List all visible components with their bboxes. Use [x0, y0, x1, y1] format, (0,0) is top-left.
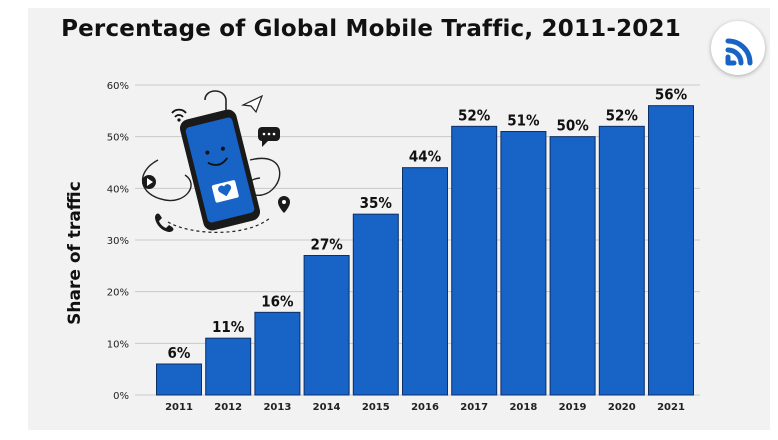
- data-label: 11%: [212, 318, 245, 336]
- y-tick-label: 50%: [107, 133, 129, 144]
- y-tick-label: 40%: [107, 184, 129, 195]
- data-label: 16%: [261, 292, 294, 310]
- data-label: 56%: [655, 86, 688, 104]
- data-label: 51%: [507, 112, 540, 130]
- x-tick-labels: 2011 2012 2013 2014 2015 2016 2017 2018 2019 2020…: [165, 402, 685, 413]
- data-labels: 6% 11% 16% 27% 35% 44% 52% 51% 50% 52% 56%: [168, 86, 688, 362]
- smartphone-illustration: [141, 90, 290, 233]
- x-tick-label: 2013: [263, 402, 291, 413]
- chart-panel: [28, 8, 770, 430]
- bar: [254, 311, 301, 396]
- x-tick-label: 2011: [165, 402, 193, 413]
- wifi-signal-icon: [711, 21, 765, 75]
- data-label: 44%: [409, 148, 442, 166]
- data-label: 50%: [556, 117, 589, 135]
- y-tick-label: 60%: [107, 81, 129, 92]
- x-tick-label: 2017: [460, 402, 488, 413]
- y-tick-label: 30%: [107, 236, 129, 247]
- x-tick-label: 2015: [362, 402, 390, 413]
- x-tick-label: 2016: [411, 402, 439, 413]
- chart-title: Percentage of Global Mobile Traffic, 201…: [61, 16, 681, 42]
- x-tick-label: 2020: [608, 402, 636, 413]
- bar: [598, 125, 645, 396]
- bars: [156, 105, 694, 396]
- y-tick-labels: 0% 10% 20% 30% 40% 50% 60%: [107, 81, 129, 402]
- bar: [451, 125, 498, 396]
- x-tick-label: 2014: [313, 402, 341, 413]
- x-tick-label: 2018: [509, 402, 537, 413]
- x-tick-label: 2019: [559, 402, 587, 413]
- bar: [156, 363, 202, 396]
- data-label: 27%: [310, 236, 343, 254]
- bar: [205, 337, 252, 396]
- y-tick-label: 20%: [107, 288, 129, 299]
- bar: [648, 105, 694, 396]
- bar: [549, 136, 596, 396]
- data-label: 6%: [168, 344, 191, 362]
- bar: [402, 167, 448, 396]
- x-tick-label: 2012: [214, 402, 242, 413]
- bar: [500, 131, 547, 396]
- y-tick-label: 0%: [113, 391, 129, 402]
- bar: [352, 213, 399, 396]
- x-tick-label: 2021: [657, 402, 685, 413]
- data-label: 35%: [360, 194, 393, 212]
- y-tick-label: 10%: [107, 339, 129, 350]
- bar: [303, 255, 350, 396]
- data-label: 52%: [606, 106, 639, 124]
- data-label: 52%: [458, 106, 491, 124]
